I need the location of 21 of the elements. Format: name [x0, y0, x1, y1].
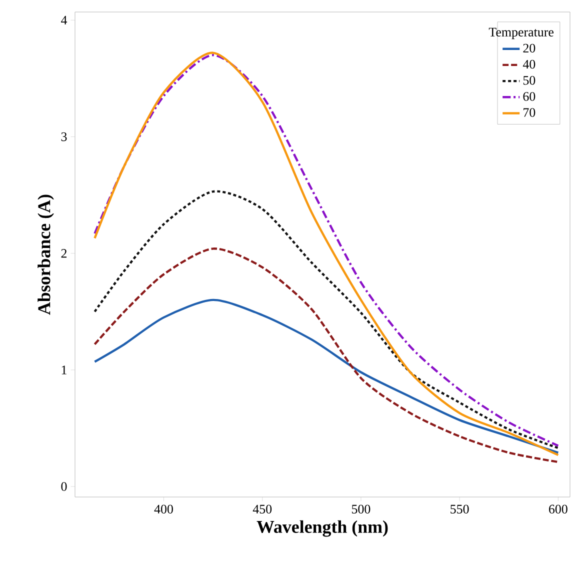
x-axis-title: Wavelength (nm) [256, 520, 388, 537]
x-tick-label: 500 [352, 504, 370, 514]
y-tick-label: 2 [61, 249, 67, 258]
line-series [94, 190, 560, 450]
line-series [94, 248, 560, 464]
x-tick-label: 550 [450, 504, 469, 514]
legend-label: 60 [523, 92, 536, 101]
y-tick-label: 1 [62, 366, 66, 374]
y-tick-label: 0 [61, 482, 67, 491]
x-tick-label: 450 [252, 504, 272, 514]
legend-label: 50 [523, 76, 536, 85]
legend-title: Temperature [488, 28, 554, 40]
line-series [94, 298, 560, 454]
x-tick-label: 400 [154, 504, 173, 514]
y-axis-title: Absorbance (A) [38, 194, 54, 315]
legend-label: 70 [524, 108, 536, 117]
x-tick-label: 600 [549, 504, 568, 514]
y-tick-label: 4 [61, 16, 68, 24]
legend-label: 20 [523, 44, 536, 53]
legend-label: 40 [522, 60, 536, 69]
y-tick-label: 3 [61, 132, 67, 142]
